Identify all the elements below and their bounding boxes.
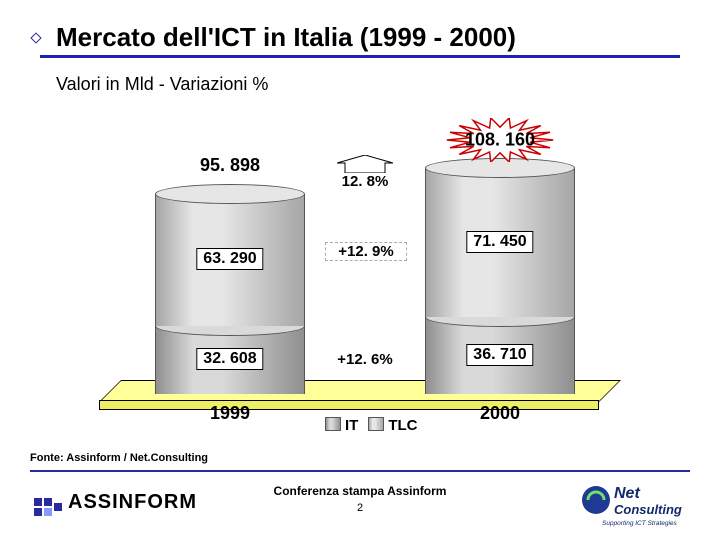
legend-swatch-tlc [368,417,384,431]
svg-text:Net: Net [614,485,640,502]
slide-title-text: Mercato dell'ICT in Italia (1999 - 2000) [56,22,516,52]
category-label-1999: 1999 [210,403,250,424]
segment-it-1999: 32. 608 [155,326,305,394]
total-label-2000: 108. 160 [465,130,535,151]
legend-label-it: IT [345,417,358,434]
svg-text:Consulting: Consulting [614,502,682,517]
total-starburst-2000: 108. 160 [440,118,560,162]
slide: Mercato dell'ICT in Italia (1999 - 2000)… [0,0,720,540]
value-label-it-2000: 36. 710 [466,344,533,366]
slide-title: Mercato dell'ICT in Italia (1999 - 2000) [40,20,680,55]
chart-area: 32. 608 63. 290 95. 898 1999 36. 710 71. 450 2… [60,98,660,438]
legend-swatch-it [325,417,341,431]
value-label-tlc-1999: 63. 290 [196,248,263,270]
legend-label-tlc: TLC [388,417,417,434]
footer-rule [30,470,690,472]
total-label-1999: 95. 898 [200,155,260,176]
variation-it: +12. 6% [325,351,405,368]
variation-total-block: 12. 8% [325,155,405,190]
segment-tlc-1999: 63. 290 [155,194,305,326]
slide-subtitle: Valori in Mld - Variazioni % [56,74,268,95]
value-label-it-1999: 32. 608 [196,348,263,370]
assinform-logo-text: ASSINFORM [68,491,197,513]
segment-tlc-2000: 71. 450 [425,168,575,317]
chart-floor-front [99,400,599,410]
source-line: Fonte: Assinform / Net.Consulting [30,452,208,464]
svg-text:Supporting ICT Strategies: Supporting ICT Strategies [602,520,678,527]
variation-tlc: +12. 9% [325,242,407,261]
value-label-tlc-2000: 71. 450 [466,231,533,253]
chart-legend: IT TLC [315,417,418,434]
title-bar: Mercato dell'ICT in Italia (1999 - 2000) [40,20,680,58]
title-bullet-icon [30,32,41,43]
category-label-2000: 2000 [480,403,520,424]
netconsulting-logo: Net Consulting Supporting ICT Strategies [580,480,700,528]
segment-it-2000: 36. 710 [425,317,575,394]
assinform-logo: ASSINFORM [28,484,198,528]
variation-total: 12. 8% [325,173,405,190]
